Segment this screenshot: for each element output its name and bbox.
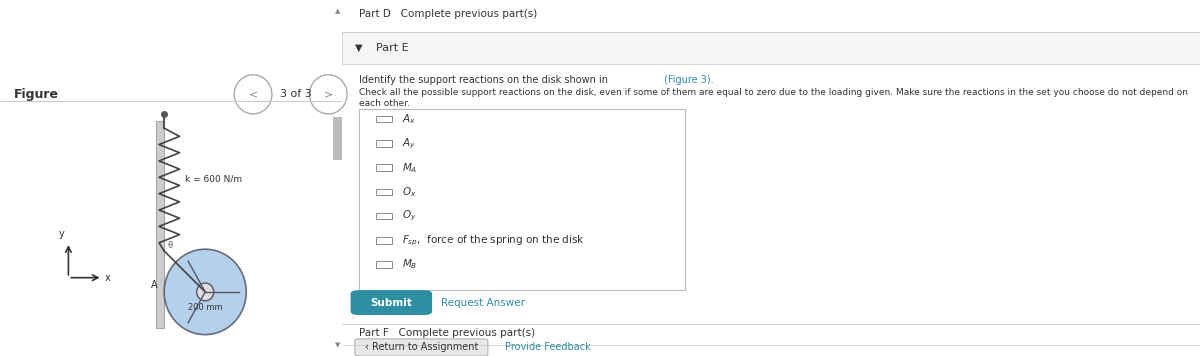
FancyBboxPatch shape bbox=[377, 261, 391, 268]
FancyBboxPatch shape bbox=[377, 189, 391, 195]
Text: Part E: Part E bbox=[377, 43, 409, 53]
FancyBboxPatch shape bbox=[156, 121, 164, 328]
FancyBboxPatch shape bbox=[377, 116, 391, 122]
Text: $M_A$: $M_A$ bbox=[402, 161, 418, 174]
Text: ‹ Return to Assignment: ‹ Return to Assignment bbox=[365, 342, 478, 352]
Text: k = 600 N/m: k = 600 N/m bbox=[185, 174, 242, 183]
Text: $A_x$: $A_x$ bbox=[402, 112, 416, 126]
Text: Part F   Complete previous part(s): Part F Complete previous part(s) bbox=[359, 328, 535, 338]
FancyBboxPatch shape bbox=[355, 339, 488, 356]
FancyBboxPatch shape bbox=[377, 213, 391, 219]
Text: Provide Feedback: Provide Feedback bbox=[505, 342, 590, 352]
Text: $O_x$: $O_x$ bbox=[402, 185, 416, 199]
Text: >: > bbox=[324, 89, 332, 99]
Text: Figure: Figure bbox=[13, 88, 59, 101]
FancyBboxPatch shape bbox=[332, 117, 342, 160]
FancyBboxPatch shape bbox=[377, 140, 391, 147]
Text: ▼: ▼ bbox=[355, 43, 362, 53]
Text: ▲: ▲ bbox=[335, 8, 340, 14]
Text: $A_y$: $A_y$ bbox=[402, 136, 416, 151]
Circle shape bbox=[197, 283, 214, 301]
Text: Submit: Submit bbox=[371, 298, 413, 308]
Text: y: y bbox=[59, 229, 65, 239]
FancyBboxPatch shape bbox=[359, 109, 685, 290]
Text: $O_y$: $O_y$ bbox=[402, 209, 416, 223]
Circle shape bbox=[164, 249, 246, 335]
Text: $F_{sp}$,  force of the spring on the disk: $F_{sp}$, force of the spring on the dis… bbox=[402, 233, 584, 247]
Text: A: A bbox=[150, 280, 157, 290]
Text: 3 of 3: 3 of 3 bbox=[281, 89, 312, 99]
Text: <: < bbox=[248, 89, 258, 99]
FancyBboxPatch shape bbox=[350, 290, 432, 315]
Text: Identify the support reactions on the disk shown in: Identify the support reactions on the di… bbox=[359, 75, 611, 85]
Text: ▼: ▼ bbox=[335, 342, 340, 348]
FancyBboxPatch shape bbox=[342, 32, 1200, 64]
Text: Part D   Complete previous part(s): Part D Complete previous part(s) bbox=[359, 9, 538, 19]
Text: θ: θ bbox=[168, 241, 173, 250]
Text: $M_B$: $M_B$ bbox=[402, 258, 418, 271]
FancyBboxPatch shape bbox=[377, 164, 391, 171]
FancyBboxPatch shape bbox=[377, 237, 391, 244]
Text: (Figure 3).: (Figure 3). bbox=[664, 75, 713, 85]
Text: Request Answer: Request Answer bbox=[440, 298, 524, 308]
Text: Check all the possible support reactions on the disk, even if some of them are e: Check all the possible support reactions… bbox=[359, 88, 1188, 108]
Text: 200 mm: 200 mm bbox=[188, 303, 222, 313]
Text: x: x bbox=[104, 273, 110, 283]
